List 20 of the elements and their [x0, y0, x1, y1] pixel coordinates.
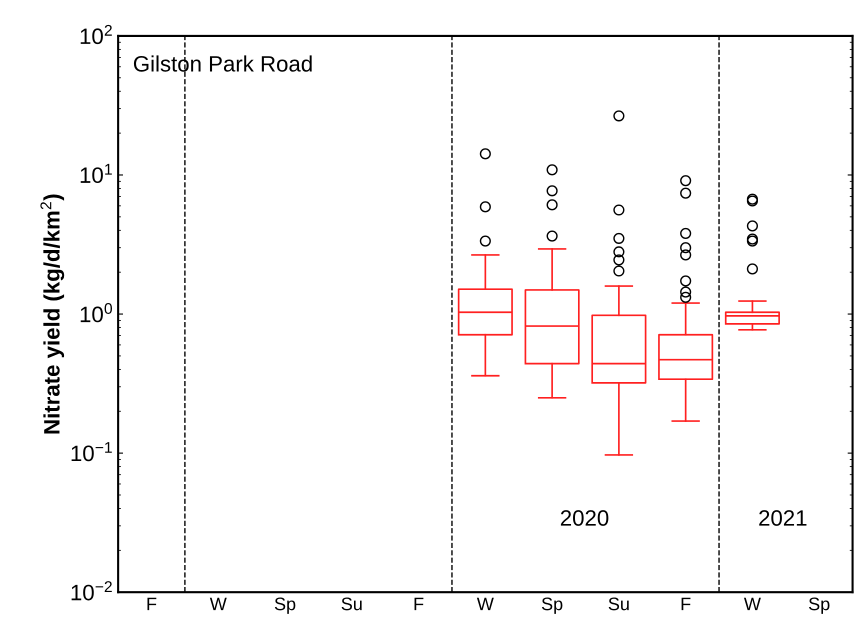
- annotation: 2021: [759, 510, 806, 526]
- y-tick-label: 10$^{0}$: [80, 302, 112, 322]
- y-tick-label: 10$^{1}$: [80, 164, 112, 184]
- x-tick-label: W: [744, 598, 761, 610]
- x-tick-label: Su: [608, 598, 629, 610]
- x-tick-label: F: [147, 598, 156, 610]
- x-tick-label: W: [210, 598, 227, 610]
- x-tick-label: Su: [342, 598, 362, 610]
- annotation: 2020: [560, 510, 608, 526]
- y-axis-title: Nitrate yield (kg/d/km$^{2}$): [40, 194, 64, 434]
- x-tick-label: Sp: [808, 598, 830, 614]
- x-tick-label: F: [414, 598, 424, 610]
- y-tick-label: 10$^{−2}$: [72, 581, 112, 600]
- y-tick-label: 10$^{2}$: [80, 24, 112, 44]
- annotation: Gilston Park Road: [134, 55, 312, 72]
- x-tick-label: W: [476, 598, 494, 610]
- x-tick-label: F: [682, 598, 690, 610]
- x-tick-label: Sp: [274, 598, 296, 614]
- y-tick-label: 10$^{−1}$: [72, 442, 112, 462]
- x-tick-label: Sp: [542, 598, 562, 614]
